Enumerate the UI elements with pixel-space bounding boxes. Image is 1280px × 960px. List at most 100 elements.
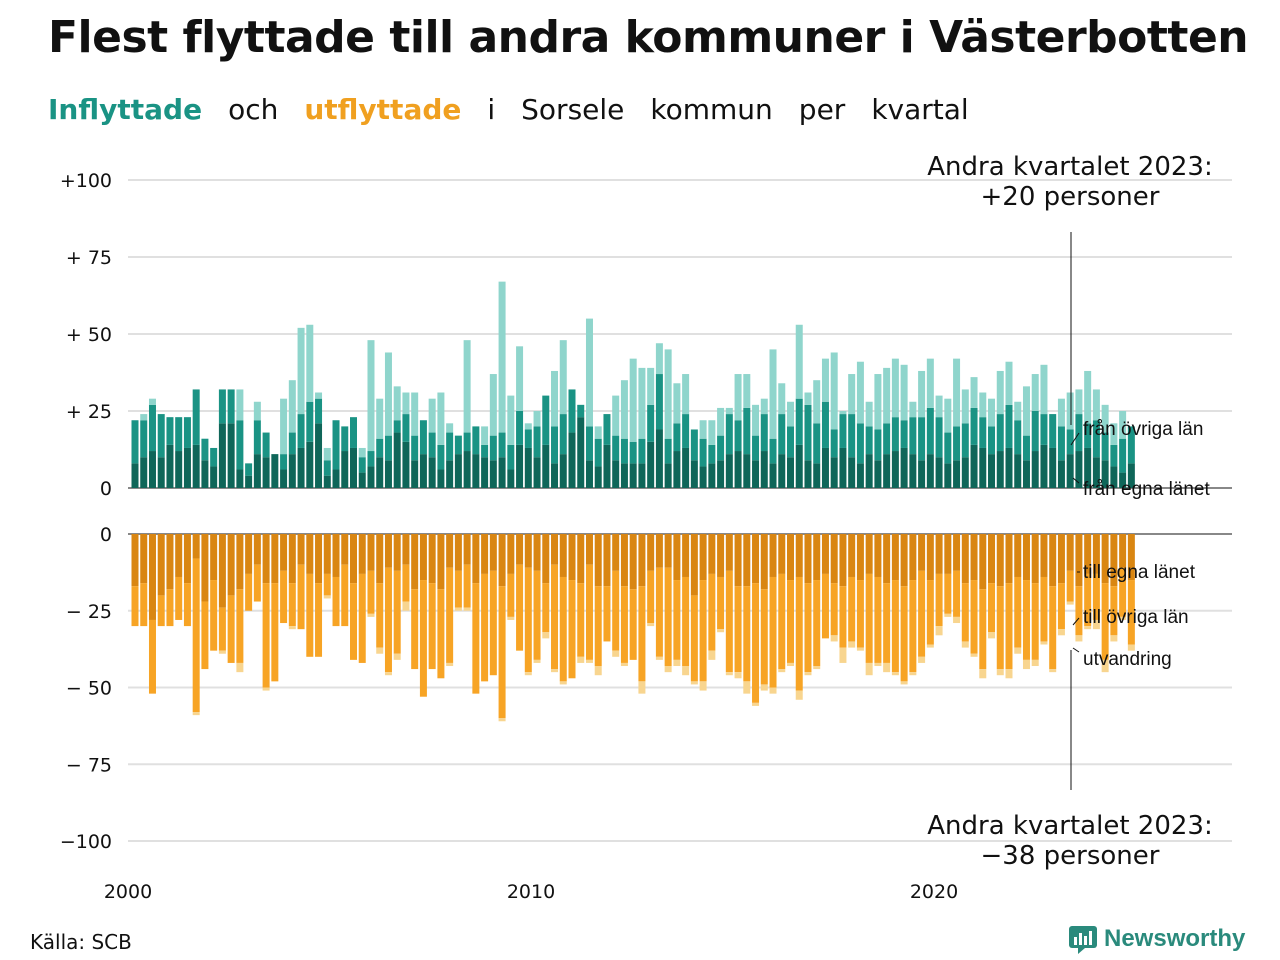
series-label-out_egna: till egna länet [1083, 562, 1196, 583]
bar-out-egna [865, 534, 873, 574]
bar-out-egna [481, 534, 489, 574]
y-tick-label-out: − 75 [66, 754, 112, 776]
bar-out-egna [594, 534, 602, 587]
bar-out-ovriga [865, 573, 873, 663]
bar-in-utland [437, 392, 445, 445]
bar-in-egna [446, 460, 454, 488]
bar-out-utvandring [655, 656, 663, 660]
bar-in-utland [865, 401, 873, 427]
bar-in-ovriga [795, 398, 803, 445]
subtitle-kommun-word: kommun [650, 93, 773, 126]
bar-in-ovriga [1084, 423, 1092, 448]
bar-in-egna [157, 457, 165, 488]
bar-in-utland [848, 374, 856, 415]
bar-in-utland [1005, 361, 1013, 405]
bar-in-egna [891, 451, 899, 488]
bar-in-utland [752, 404, 760, 436]
bar-in-utland [1119, 411, 1127, 439]
bar-in-ovriga [437, 444, 445, 470]
bar-in-utland [297, 327, 305, 415]
bar-in-egna [245, 475, 253, 488]
bar-out-utvandring [673, 659, 681, 667]
bar-in-ovriga [935, 417, 943, 458]
bar-in-egna [848, 457, 856, 488]
bar-in-egna [323, 475, 331, 488]
bar-out-egna [1110, 534, 1118, 587]
bar-out-egna [935, 534, 943, 574]
bar-in-egna [1075, 451, 1083, 488]
bar-in-ovriga [909, 417, 917, 455]
bar-in-ovriga [568, 389, 576, 433]
bar-in-utland [821, 358, 829, 402]
bar-out-egna [813, 534, 821, 581]
bar-in-utland [1022, 386, 1030, 436]
bar-out-utvandring [384, 672, 392, 676]
bar-out-egna [1005, 534, 1013, 584]
bar-in-utland [804, 392, 812, 405]
bar-in-egna [909, 454, 917, 488]
subtitle-and-word: och [228, 93, 279, 126]
bar-in-egna [1014, 454, 1022, 488]
bar-out-egna [192, 534, 200, 559]
bar-in-utland [516, 346, 524, 411]
bar-out-egna [804, 534, 812, 584]
bar-out-egna [585, 534, 593, 565]
bar-out-egna [542, 534, 550, 584]
bar-out-ovriga [358, 573, 366, 663]
bar-in-egna [524, 447, 532, 488]
bar-in-egna [481, 457, 489, 488]
bar-in-egna [629, 463, 637, 488]
bar-in-utland [664, 349, 672, 439]
bar-in-ovriga [551, 426, 559, 464]
bar-in-utland [935, 395, 943, 418]
bar-in-ovriga [638, 438, 646, 464]
bar-out-utvandring [769, 687, 777, 694]
bar-in-utland [1057, 398, 1065, 427]
bar-in-ovriga [970, 407, 978, 445]
bar-in-ovriga [358, 457, 366, 473]
bar-in-utland [725, 407, 733, 415]
bar-out-utvandring [542, 632, 550, 639]
bar-out-ovriga [315, 583, 323, 657]
bar-out-ovriga [157, 595, 165, 627]
bar-out-egna [411, 534, 419, 590]
bar-in-ovriga [865, 426, 873, 455]
bar-out-utvandring [953, 616, 961, 624]
bar-out-egna [664, 534, 672, 568]
bar-in-ovriga [813, 423, 821, 464]
bar-out-egna [140, 534, 148, 584]
bar-out-egna [358, 534, 366, 574]
bar-in-ovriga [481, 444, 489, 458]
bar-out-egna [524, 534, 532, 568]
y-tick-label-in: + 50 [66, 324, 112, 346]
bar-out-ovriga [839, 586, 847, 648]
bar-in-egna [419, 454, 427, 488]
bar-in-ovriga [961, 423, 969, 458]
bar-out-utvandring [551, 669, 559, 673]
bar-out-egna [516, 534, 524, 565]
bar-out-egna [227, 534, 235, 596]
bar-in-ovriga [1075, 414, 1083, 452]
bar-in-egna [1031, 451, 1039, 488]
bar-out-ovriga [175, 576, 183, 620]
bar-out-ovriga [148, 619, 156, 694]
bar-out-ovriga [542, 583, 550, 633]
bar-in-utland [376, 398, 384, 439]
bar-in-utland [682, 374, 690, 415]
bar-out-egna [1119, 534, 1127, 568]
bar-out-utvandring [664, 666, 672, 673]
bar-out-ovriga [393, 570, 401, 654]
bar-in-utland [673, 383, 681, 424]
bar-out-ovriga [673, 580, 681, 660]
bar-out-ovriga [629, 589, 637, 660]
bar-out-egna [629, 534, 637, 590]
annotation-in-line1: Andra kvartalet 2023: [927, 152, 1212, 182]
bar-in-ovriga [306, 401, 314, 442]
bar-out-egna [795, 534, 803, 577]
bar-out-ovriga [620, 586, 628, 663]
bar-out-utvandring [1040, 641, 1048, 645]
bar-in-egna [315, 423, 323, 488]
bar-out-utvandring [236, 662, 244, 673]
bar-in-utland [795, 324, 803, 399]
bar-out-ovriga [909, 580, 917, 673]
